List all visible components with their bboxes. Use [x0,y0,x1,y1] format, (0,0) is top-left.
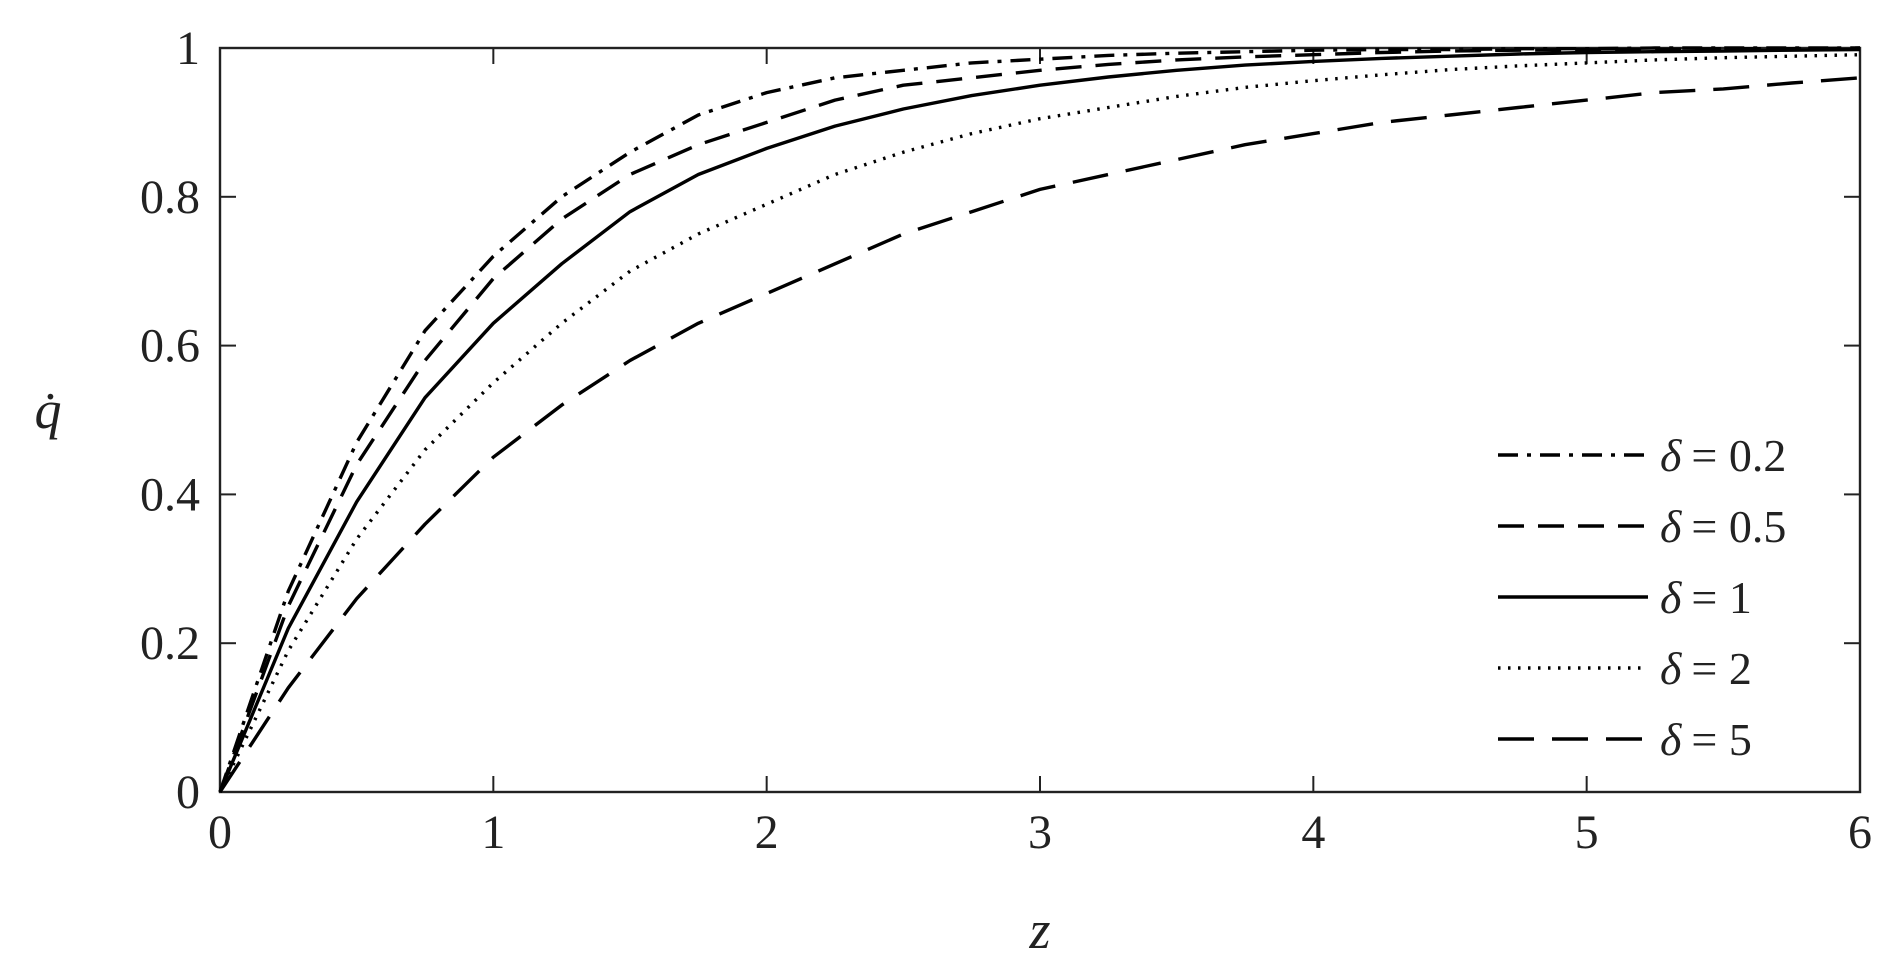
x-tick-labels: 0 1 2 3 4 5 6 [208,806,1872,859]
plot-area-frame [218,46,1862,794]
series-line-3 [218,53,1861,793]
x-tick-label: 4 [1301,806,1325,859]
legend-label-4: δ = 5 [1660,714,1752,765]
legend-value: = 0.5 [1691,501,1786,552]
legend-label-1: δ = 0.5 [1660,501,1786,552]
legend-symbol: δ [1660,643,1682,694]
y-tick-label: 0.6 [140,320,200,373]
x-axis-title: z [1028,900,1050,960]
y-tick-label: 0.4 [140,468,200,521]
y-tick-labels: 0 0.2 0.4 0.6 0.8 1 [140,22,200,819]
x-tick-label: 0 [208,806,232,859]
y-tick-label: 0.8 [140,171,200,224]
series-line-4 [218,76,1861,793]
legend-symbol: δ [1660,572,1682,623]
legend-label-0: δ = 0.2 [1660,430,1786,481]
x-tick-label: 1 [481,806,505,859]
x-tick-label: 3 [1028,806,1052,859]
series-line-2 [218,47,1861,793]
series-line-1 [218,46,1861,793]
series-lines [218,46,1861,793]
legend-value: = 2 [1691,643,1751,694]
legend-value: = 0.2 [1691,430,1786,481]
legend-label-2: δ = 1 [1660,572,1752,623]
series-line-0 [218,46,1860,793]
axis-ticks [219,47,1861,793]
legend-symbol: δ [1660,714,1682,765]
y-tick-label: 0 [176,766,200,819]
x-tick-label: 2 [755,806,779,859]
x-tick-label: 6 [1848,806,1872,859]
y-axis-title: q̇ [35,380,62,440]
y-tick-label: 0.2 [140,617,200,670]
legend-value: = 5 [1691,714,1751,765]
legend: δ = 0.2δ = 0.5δ = 1δ = 2δ = 5 [1498,430,1786,765]
legend-symbol: δ [1660,501,1682,552]
y-tick-label: 1 [176,22,200,75]
legend-symbol: δ [1660,430,1682,481]
legend-label-3: δ = 2 [1660,643,1752,694]
x-tick-label: 5 [1575,806,1599,859]
legend-value: = 1 [1691,572,1751,623]
